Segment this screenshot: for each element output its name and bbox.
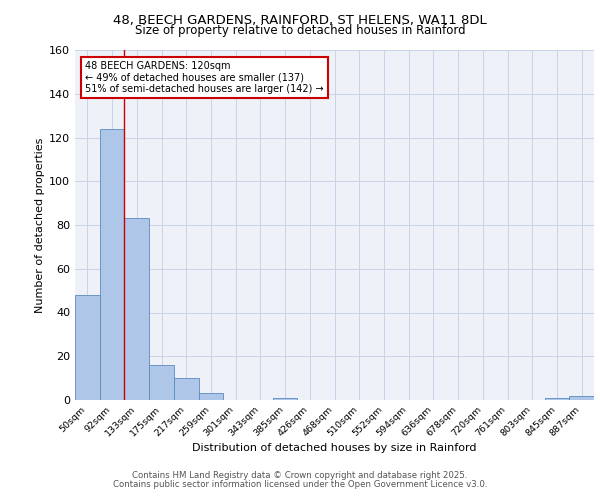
Y-axis label: Number of detached properties: Number of detached properties [35, 138, 45, 312]
Bar [545, 398, 569, 400]
Bar [199, 394, 223, 400]
Bar [149, 365, 174, 400]
Bar [75, 295, 100, 400]
Text: Contains HM Land Registry data © Crown copyright and database right 2025.: Contains HM Land Registry data © Crown c… [132, 471, 468, 480]
Text: 48 BEECH GARDENS: 120sqm
← 49% of detached houses are smaller (137)
51% of semi-: 48 BEECH GARDENS: 120sqm ← 49% of detach… [85, 60, 324, 94]
X-axis label: Distribution of detached houses by size in Rainford: Distribution of detached houses by size … [192, 442, 477, 452]
Bar [124, 218, 149, 400]
Bar [100, 129, 124, 400]
Bar [273, 398, 298, 400]
Bar [174, 378, 199, 400]
Bar [569, 396, 594, 400]
Text: Contains public sector information licensed under the Open Government Licence v3: Contains public sector information licen… [113, 480, 487, 489]
Text: 48, BEECH GARDENS, RAINFORD, ST HELENS, WA11 8DL: 48, BEECH GARDENS, RAINFORD, ST HELENS, … [113, 14, 487, 27]
Text: Size of property relative to detached houses in Rainford: Size of property relative to detached ho… [134, 24, 466, 37]
